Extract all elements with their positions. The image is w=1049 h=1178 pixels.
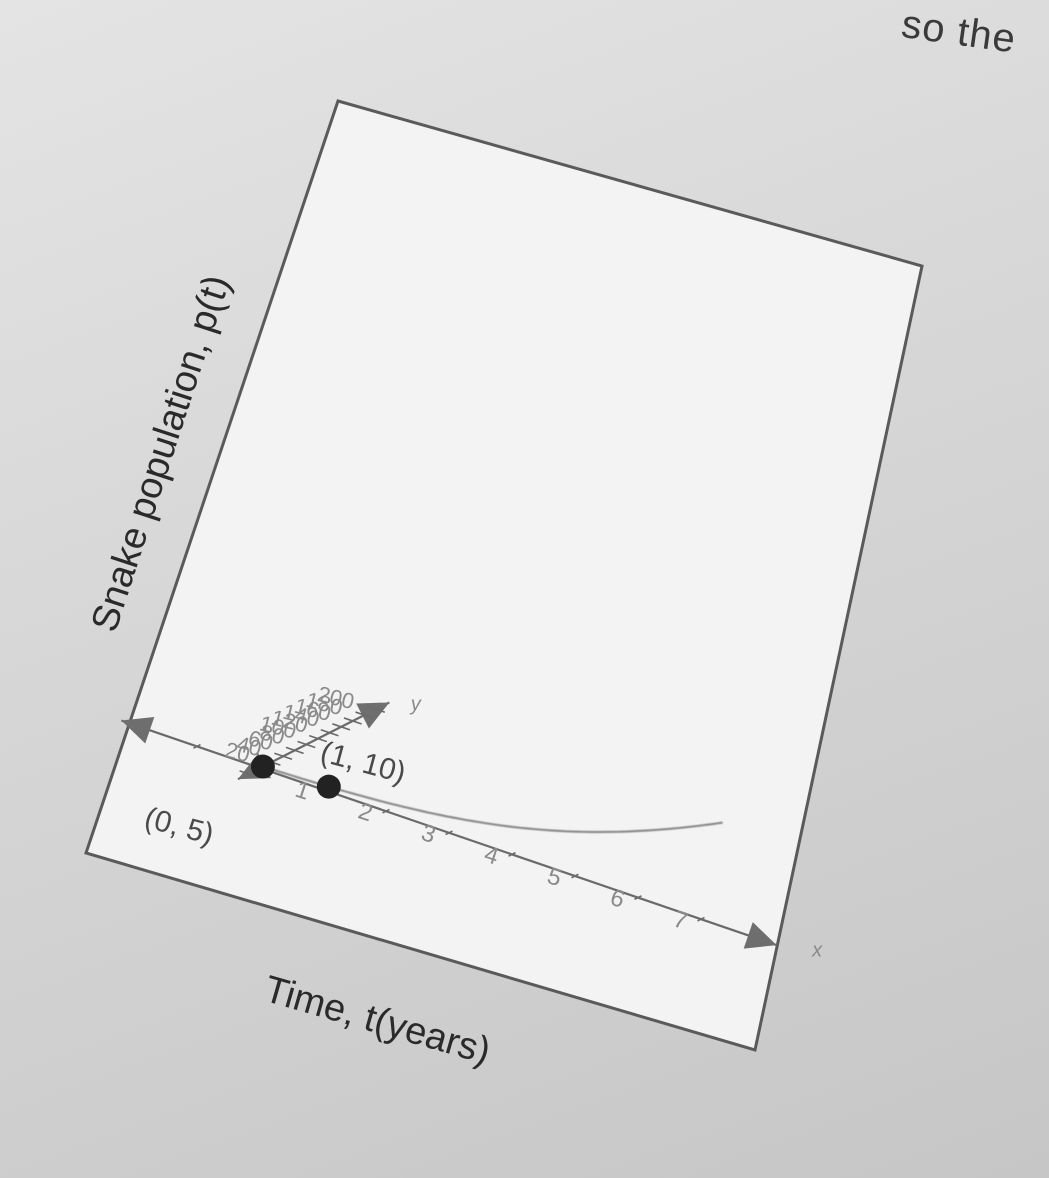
x-tick (697, 916, 705, 922)
y-tick (285, 746, 304, 755)
x-tick (508, 851, 516, 857)
x-tick (634, 895, 642, 901)
y-axis-symbol: y (409, 693, 422, 715)
x-axis-arrow-left (121, 716, 155, 744)
data-point (316, 774, 341, 799)
points-layer (250, 754, 341, 799)
data-point (250, 754, 275, 779)
y-tick (308, 734, 328, 743)
y-tick (320, 728, 339, 737)
x-tick (382, 808, 390, 814)
x-tick (571, 873, 579, 879)
y-tick (332, 723, 351, 731)
y-tick (239, 770, 258, 778)
y-tick (297, 740, 316, 749)
x-axis-arrow-right (743, 922, 777, 949)
y-tick-label: 60 (246, 725, 276, 755)
y-tick (274, 752, 293, 761)
y-tick-label: 20 (223, 737, 253, 767)
y-tick-label: 40 (234, 731, 264, 761)
x-axis-title: Time, t(years) (260, 968, 495, 1073)
y-tick (343, 717, 362, 725)
x-axis-symbol: x (811, 940, 823, 962)
x-tick (193, 743, 201, 749)
chart-panel (84, 99, 924, 1052)
y-tick (366, 705, 386, 713)
ticks-layer (193, 705, 705, 922)
y-tick (355, 711, 374, 719)
y-axis-arrow-up (356, 702, 390, 729)
y-tick-label: 80 (257, 719, 287, 749)
x-tick (445, 830, 453, 836)
